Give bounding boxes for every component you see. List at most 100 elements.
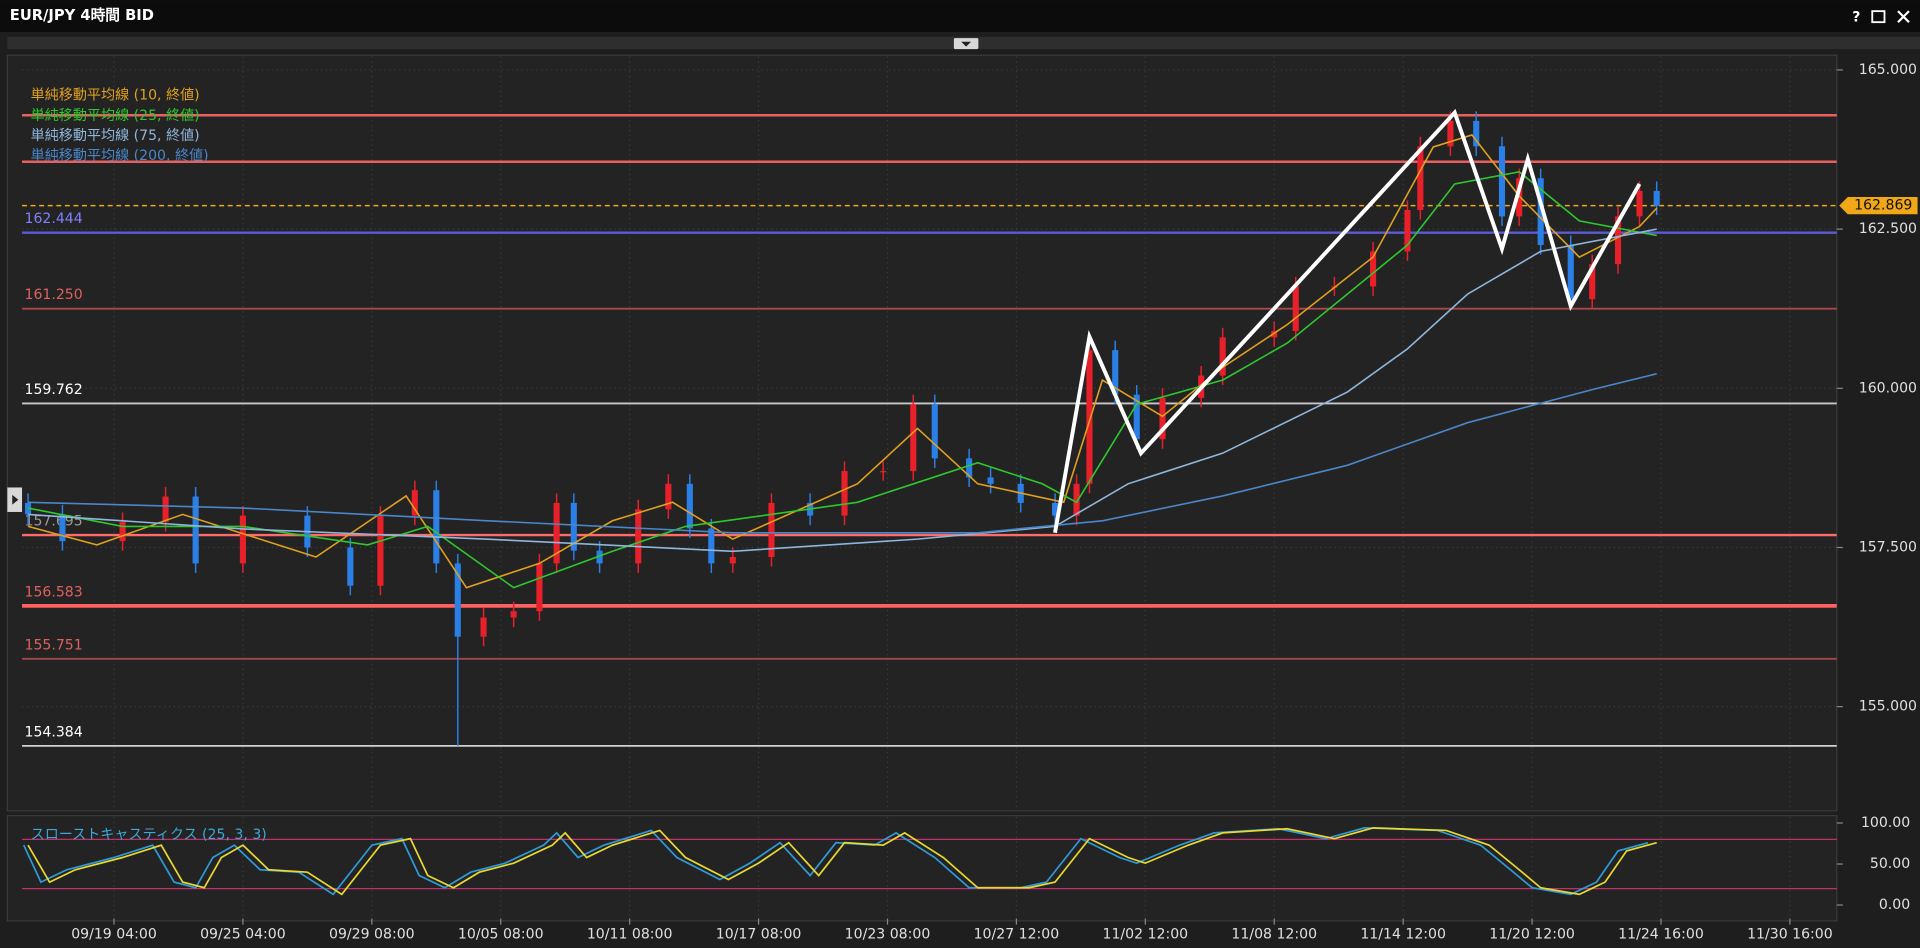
help-button[interactable]: ?	[1852, 9, 1860, 25]
candle-body	[1271, 330, 1278, 338]
candle-body	[433, 490, 440, 564]
candle-body	[536, 563, 543, 612]
y-tick-label: 162.500	[1859, 221, 1917, 237]
candle-body	[1614, 216, 1622, 265]
x-tick-label: 10/17 08:00	[716, 926, 802, 942]
maximize-button[interactable]	[1871, 10, 1886, 24]
window-title: EUR/JPY 4時間 BID	[10, 6, 154, 24]
moving-average	[28, 372, 1657, 534]
x-tick-label: 11/30 16:00	[1747, 926, 1833, 942]
candle-body	[570, 502, 577, 551]
price-level-label: 154.384	[24, 724, 82, 740]
close-button[interactable]	[1897, 10, 1910, 23]
candle-body	[880, 471, 887, 473]
candle-body	[1516, 178, 1523, 217]
candle-body	[596, 550, 603, 564]
x-tick-label: 11/24 16:00	[1618, 926, 1704, 942]
moving-average	[27, 134, 1658, 589]
candle-body	[192, 496, 199, 564]
price-level-label: 162.444	[24, 211, 82, 227]
candle-body	[635, 509, 642, 564]
x-tick-label: 10/11 08:00	[587, 926, 673, 942]
candle-body	[1133, 394, 1140, 440]
legend-entry: 単純移動平均線 (200, 終値)	[31, 148, 209, 164]
moving-average	[27, 170, 1657, 589]
moving-average	[27, 228, 1657, 553]
candle-body	[841, 471, 848, 516]
candle-body	[347, 547, 354, 586]
candle-body	[1498, 146, 1506, 217]
candle-body	[708, 528, 715, 564]
price-level-label: 161.250	[24, 287, 82, 303]
candle-body	[119, 522, 126, 542]
candle-body	[510, 611, 517, 618]
stochastic-line	[27, 827, 1657, 896]
candle-body	[768, 502, 775, 558]
side-tab-arrow	[12, 494, 19, 505]
price-level-label: 156.583	[24, 584, 82, 600]
stochastic-panel	[6, 815, 1838, 922]
y-tick-label: 165.000	[1859, 62, 1917, 78]
x-tick-label: 11/20 12:00	[1489, 926, 1575, 942]
candle-body	[1417, 146, 1424, 211]
candle-body	[377, 515, 384, 586]
y-tick-label: 0.00	[1879, 897, 1910, 913]
candle-body	[1112, 350, 1119, 395]
y-tick-label: 100.00	[1861, 815, 1910, 831]
candle-body	[1052, 502, 1059, 516]
collapse-arrow	[961, 41, 972, 47]
x-tick-label: 09/19 04:00	[71, 926, 157, 942]
candle-body	[553, 502, 560, 564]
candle-body	[1073, 483, 1080, 516]
x-tick-label: 10/23 08:00	[845, 926, 931, 942]
chart-layer: 09/19 04:00 09/25 04:00 09/29 08:00 10/05 0…	[22, 56, 1918, 942]
x-tick-label: 09/25 04:00	[200, 926, 286, 942]
candle-body	[966, 458, 973, 478]
legend-entry: 単純移動平均線 (25, 終値)	[31, 108, 200, 124]
y-tick-label: 157.500	[1859, 539, 1917, 555]
legend-entry: 単純移動平均線 (10, 終値)	[31, 88, 200, 104]
y-tick-label: 155.000	[1859, 699, 1917, 715]
zigzag-annotation	[1053, 108, 1642, 534]
candle-body	[454, 563, 461, 637]
candle-body	[1086, 350, 1093, 484]
candle-body	[1589, 264, 1596, 300]
candle-body	[1653, 190, 1660, 206]
stochastic-title: スローストキャスティクス (25, 3, 3)	[31, 827, 267, 843]
candle-body	[1636, 190, 1643, 217]
candle-body	[239, 515, 246, 564]
candle-body	[1473, 120, 1480, 147]
candle-body	[1447, 120, 1454, 147]
candle-body	[1219, 337, 1226, 376]
candle-body	[1292, 286, 1299, 331]
candle-body	[1567, 245, 1574, 300]
candle-body	[910, 404, 917, 472]
candle-body	[729, 557, 736, 564]
candle-body	[59, 514, 66, 542]
x-tick-label: 11/08 12:00	[1231, 926, 1317, 942]
candle-body	[162, 496, 169, 523]
x-tick-label: 11/14 12:00	[1360, 926, 1446, 942]
candle-body	[1370, 251, 1377, 287]
candle-body	[987, 477, 994, 484]
y-tick-label: 160.000	[1859, 380, 1917, 396]
x-tick-label: 11/02 12:00	[1103, 926, 1189, 942]
candle-body	[480, 617, 487, 637]
x-tick-label: 10/05 08:00	[458, 926, 544, 942]
stochastic-line	[22, 827, 1649, 896]
x-tick-label: 10/27 12:00	[974, 926, 1060, 942]
candle-body	[1159, 397, 1166, 440]
y-tick-label: 50.00	[1870, 856, 1910, 872]
candle-body	[931, 404, 938, 459]
last-price-label: 162.869	[1854, 198, 1912, 214]
last-price-tag	[1839, 197, 1918, 215]
price-level-label: 159.762	[24, 382, 82, 398]
candle-body	[1404, 210, 1411, 252]
candle-body	[665, 483, 672, 510]
legend-entry: 単純移動平均線 (75, 終値)	[31, 128, 200, 144]
title-bar	[0, 0, 1920, 32]
candle-body	[1537, 178, 1544, 246]
candle-body	[686, 483, 693, 529]
x-tick-label: 09/29 08:00	[329, 926, 415, 942]
